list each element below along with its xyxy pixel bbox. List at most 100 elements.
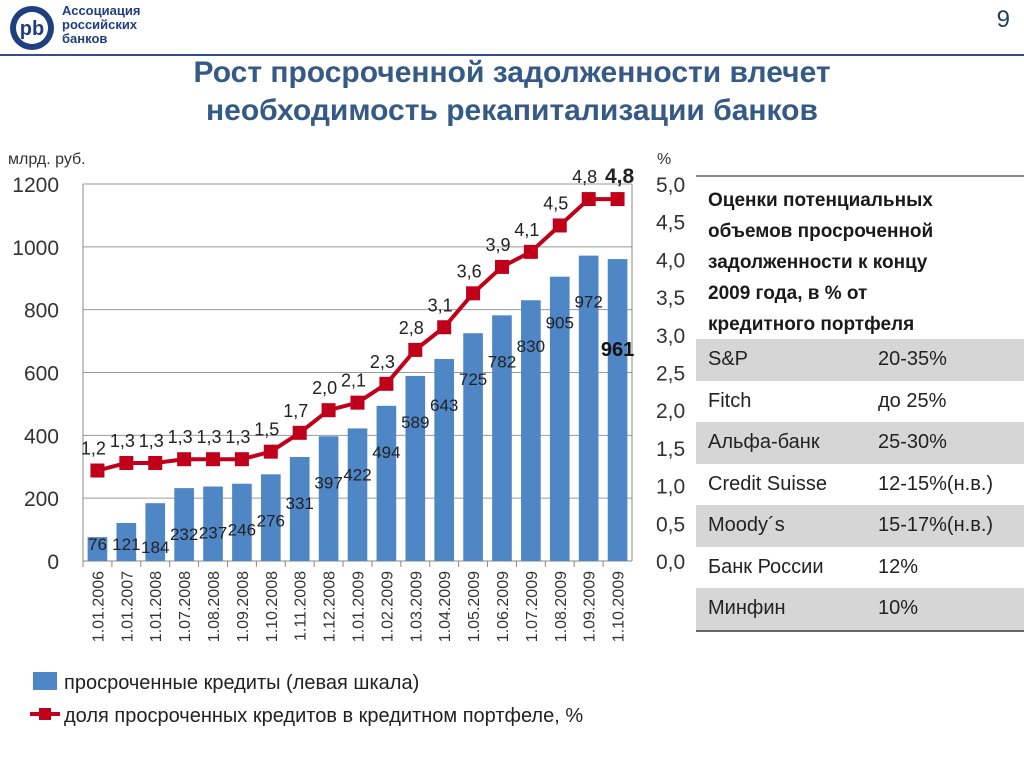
x-tick-label: 1.12.2008 (322, 571, 339, 642)
bar-value-label: 422 (343, 465, 371, 484)
line-value-label: 2,3 (370, 352, 395, 372)
y-right-tick-label: 2,5 (656, 363, 685, 386)
org-name: Ассоциация российских банков (62, 4, 172, 46)
legend-marker-line (39, 708, 51, 720)
bar-value-label: 232 (170, 525, 198, 544)
line-value-label: 1,3 (139, 431, 164, 451)
estimate-row: Moody´s 15-17%(н.в.) (696, 505, 1024, 547)
estimate-row: Банк России 12% (696, 547, 1024, 589)
line-value-label: 3,1 (428, 295, 453, 315)
bar (434, 358, 455, 561)
logo-monogram: pb (20, 18, 44, 40)
page-title: Рост просроченной задолженности влечет н… (0, 54, 1024, 130)
org-name-line3: банков (62, 31, 108, 46)
x-tick-label: 1.04.2009 (437, 571, 454, 642)
y-right-tick-label: 4,5 (656, 212, 685, 235)
line-marker (206, 452, 221, 467)
x-tick-label: 1.11.2008 (293, 571, 310, 641)
logo: pb (4, 4, 164, 52)
line-value-label: 4,1 (514, 220, 539, 240)
bar-value-label: 121 (112, 535, 140, 554)
y-left-tick-label: 600 (24, 363, 59, 386)
x-tick-label: 1.08.2009 (553, 571, 570, 642)
line-marker (234, 452, 249, 467)
x-tick-label: 1.01.2009 (351, 571, 368, 642)
x-tick-label: 1.02.2009 (379, 571, 396, 642)
line-marker (263, 444, 278, 459)
panel-heading-line: 2009 года, в % от (708, 283, 868, 304)
bar (376, 405, 397, 561)
line-value-label: 1,3 (110, 431, 135, 451)
bar-value-label: 961 (601, 339, 634, 361)
estimate-source: Альфа-банк (708, 431, 820, 454)
line-marker (379, 376, 394, 391)
bar-value-label: 782 (488, 352, 516, 371)
estimate-row: Альфа-банк 25-30% (696, 422, 1024, 464)
logo-emblem-icon: pb (10, 6, 54, 50)
line-marker (292, 425, 307, 440)
bar (232, 483, 252, 561)
bar (607, 259, 628, 561)
y-left-tick-label: 0 (47, 551, 59, 574)
estimate-row: S&P 20-35% (696, 339, 1024, 381)
x-tick-label: 1.05.2009 (466, 571, 483, 642)
legend-label-bars: просроченные кредиты (левая шкала) (64, 672, 419, 694)
x-tick-label: 1.01.2008 (148, 571, 165, 642)
line-value-label: 1,7 (283, 401, 308, 421)
bar-value-label: 494 (372, 443, 400, 462)
line-value-label: 1,2 (81, 439, 106, 459)
estimate-source: S&P (708, 348, 749, 371)
line-marker (177, 452, 192, 467)
chart: 0 200 400 600 800 1000 1200 0,0 0,5 1,0 1,5 2,0 2,5 3… (8, 151, 685, 727)
line-marker (321, 403, 336, 418)
estimate-source: Банк России (708, 555, 824, 578)
y-left-tick-label: 800 (24, 300, 59, 323)
bar (578, 255, 599, 561)
x-tick-label: 1.09.2008 (235, 571, 252, 642)
bar (463, 333, 483, 561)
line-marker (494, 259, 509, 274)
bar (289, 457, 310, 561)
estimate-row: Fitch до 25% (696, 381, 1024, 423)
y-right-tick-label: 3,5 (656, 287, 685, 310)
line-value-label: 1,5 (254, 420, 279, 440)
bar-value-label: 725 (459, 370, 487, 389)
legend-swatch-bars (33, 672, 57, 690)
bar (347, 428, 368, 561)
bar-value-label: 184 (141, 538, 169, 557)
y-left-tick-label: 400 (24, 425, 59, 448)
y-right-tick-label: 2,0 (656, 400, 685, 423)
line-marker (119, 455, 134, 470)
y-left-tick-label: 200 (24, 488, 59, 511)
y-right-unit: % (657, 151, 671, 168)
bar-value-label: 589 (401, 413, 429, 432)
line-value-label: 3,6 (457, 261, 482, 281)
x-tick-label: 1.01.2006 (90, 571, 107, 642)
bar (203, 486, 223, 561)
bar-value-label: 643 (430, 396, 458, 415)
line-value-label: 3,9 (485, 235, 510, 255)
y-right-tick-label: 5,0 (656, 174, 685, 197)
line-value-label: 2,0 (312, 378, 337, 398)
y-right-tick-label: 4,0 (656, 249, 685, 272)
x-tick-label: 1.03.2009 (408, 571, 425, 642)
estimate-source: Credit Suisse (708, 472, 827, 495)
bar-value-label: 276 (257, 511, 285, 530)
estimate-row: Credit Suisse 12-15%(н.в.) (696, 464, 1024, 506)
estimate-value: 15-17%(н.в.) (878, 514, 994, 537)
line-marker (523, 244, 538, 259)
panel-heading-line: объемов просроченной (708, 221, 934, 242)
bar-value-label: 830 (517, 337, 545, 356)
y-left-tick-label: 1000 (12, 237, 59, 260)
y-right-tick-label: 0,0 (656, 551, 685, 574)
org-name-line1: Ассоциация (62, 3, 141, 18)
line-marker (437, 320, 452, 335)
x-tick-label: 1.09.2009 (582, 571, 599, 642)
title-line2: необходимость рекапитализации банков (206, 94, 818, 127)
line-marker (552, 218, 567, 233)
bar-value-label: 397 (314, 473, 342, 492)
line-value-label: 1,3 (225, 427, 250, 447)
page-number: 9 (996, 6, 1010, 33)
x-tick-label: 1.10.2009 (611, 571, 628, 642)
x-tick-label: 1.07.2008 (177, 571, 194, 642)
